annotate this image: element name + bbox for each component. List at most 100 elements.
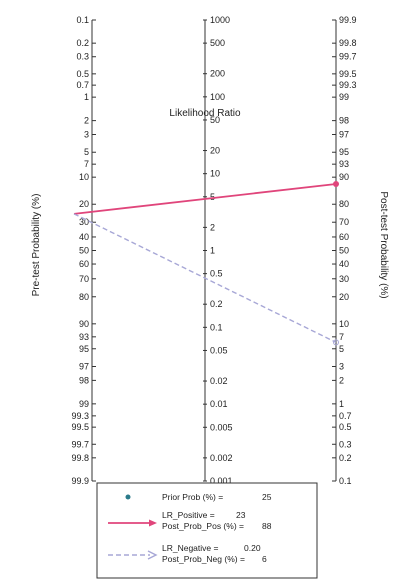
legend-box (96, 482, 318, 579)
left-tick-label: 98 (79, 375, 89, 385)
center-tick-label: 10 (210, 169, 220, 179)
legend-prior-marker (125, 494, 131, 500)
right-tick-label: 20 (339, 292, 349, 302)
right-tick-label: 99 (339, 92, 349, 102)
center-tick-label: 0.02 (210, 376, 228, 386)
legend-negative-post-value: 6 (262, 554, 267, 564)
center-tick-label: 0.001 (210, 476, 233, 486)
right-tick-label: 0.3 (339, 439, 352, 449)
axes-layer: 0.10.20.30.50.71235710203040506070809093… (71, 15, 356, 486)
legend-positive-lr-value: 23 (236, 510, 246, 520)
left-axis-label: Pre-test Probability (%) (31, 194, 42, 297)
left-tick-label: 40 (79, 232, 89, 242)
left-tick-label: 0.7 (76, 80, 89, 90)
legend-positive-post-value: 88 (262, 521, 272, 531)
left-tick-label: 99 (79, 399, 89, 409)
left-tick-label: 99.5 (71, 422, 89, 432)
positive-lr-line (73, 183, 337, 215)
right-tick-label: 50 (339, 246, 349, 256)
center-tick-label: 50 (210, 115, 220, 125)
legend-positive-post-label: Post_Prob_Pos (%) = (162, 521, 244, 531)
right-tick-label: 97 (339, 129, 349, 139)
right-axis-label: Post-test Probability (%) (378, 191, 389, 298)
left-tick-label: 0.1 (76, 15, 89, 25)
left-tick-label: 0.5 (76, 69, 89, 79)
legend-prior-value: 25 (262, 492, 272, 502)
center-tick-label: 1 (210, 246, 215, 256)
left-tick-label: 90 (79, 319, 89, 329)
negative-posterior-point (333, 339, 339, 346)
left-tick-label: 1 (84, 92, 89, 102)
left-tick-label: 99.3 (71, 411, 89, 421)
legend-prior-label: Prior Prob (%) = (162, 492, 223, 502)
center-axis-label: Likelihood Ratio (169, 108, 241, 119)
left-tick-label: 99.7 (71, 439, 89, 449)
right-tick-label: 99.7 (339, 52, 357, 62)
negative-lr-line (73, 213, 337, 343)
legend-negative-lr-label: LR_Negative = (162, 543, 219, 553)
right-tick-label: 99.3 (339, 80, 357, 90)
right-tick-label: 60 (339, 232, 349, 242)
positive-posterior-point (333, 181, 339, 188)
left-tick-label: 70 (79, 274, 89, 284)
center-tick-label: 500 (210, 38, 225, 48)
left-tick-label: 80 (79, 292, 89, 302)
left-tick-label: 0.3 (76, 52, 89, 62)
center-tick-label: 20 (210, 146, 220, 156)
center-tick-label: 0.005 (210, 422, 233, 432)
right-tick-label: 0.2 (339, 453, 352, 463)
right-tick-label: 98 (339, 116, 349, 126)
left-tick-label: 60 (79, 259, 89, 269)
right-tick-label: 10 (339, 319, 349, 329)
right-tick-label: 3 (339, 362, 344, 372)
left-tick-label: 20 (79, 199, 89, 209)
legend-negative-lr-value: 0.20 (244, 543, 261, 553)
left-tick-label: 0.2 (76, 38, 89, 48)
right-tick-label: 99.5 (339, 69, 357, 79)
legend-negative-post-label: Post_Prob_Neg (%) = (162, 554, 245, 564)
left-tick-label: 10 (79, 172, 89, 182)
right-tick-label: 95 (339, 147, 349, 157)
right-tick-label: 7 (339, 332, 344, 342)
center-tick-label: 2 (210, 222, 215, 232)
left-tick-label: 5 (84, 147, 89, 157)
left-tick-label: 50 (79, 246, 89, 256)
left-tick-label: 7 (84, 159, 89, 169)
right-tick-label: 0.7 (339, 411, 352, 421)
legend-positive-lr-label: LR_Positive = (162, 510, 215, 520)
center-tick-label: 0.05 (210, 345, 228, 355)
legend: Prior Prob (%) = 25 LR_Positive = 23 Pos… (96, 482, 318, 579)
right-tick-label: 40 (339, 259, 349, 269)
left-tick-label: 97 (79, 362, 89, 372)
right-tick-label: 80 (339, 199, 349, 209)
left-tick-label: 99.9 (71, 476, 89, 486)
right-tick-label: 0.1 (339, 476, 352, 486)
left-tick-label: 99.8 (71, 453, 89, 463)
right-tick-label: 90 (339, 172, 349, 182)
center-tick-label: 0.01 (210, 399, 228, 409)
center-tick-label: 1000 (210, 15, 230, 25)
right-tick-label: 2 (339, 375, 344, 385)
center-tick-label: 0.1 (210, 322, 223, 332)
right-tick-label: 70 (339, 217, 349, 227)
right-tick-label: 30 (339, 274, 349, 284)
left-tick-label: 95 (79, 344, 89, 354)
right-tick-label: 99.9 (339, 15, 357, 25)
left-tick-label: 3 (84, 129, 89, 139)
right-tick-label: 99.8 (339, 38, 357, 48)
center-tick-label: 100 (210, 92, 225, 102)
right-tick-label: 0.5 (339, 422, 352, 432)
center-tick-label: 200 (210, 69, 225, 79)
left-tick-label: 30 (79, 217, 89, 227)
right-tick-label: 93 (339, 159, 349, 169)
left-tick-label: 93 (79, 332, 89, 342)
right-tick-label: 5 (339, 344, 344, 354)
center-tick-label: 0.2 (210, 299, 223, 309)
center-tick-label: 5 (210, 192, 215, 202)
left-tick-label: 2 (84, 116, 89, 126)
lines-layer (73, 181, 339, 346)
right-tick-label: 1 (339, 399, 344, 409)
legend-negative-arrow (147, 550, 158, 560)
